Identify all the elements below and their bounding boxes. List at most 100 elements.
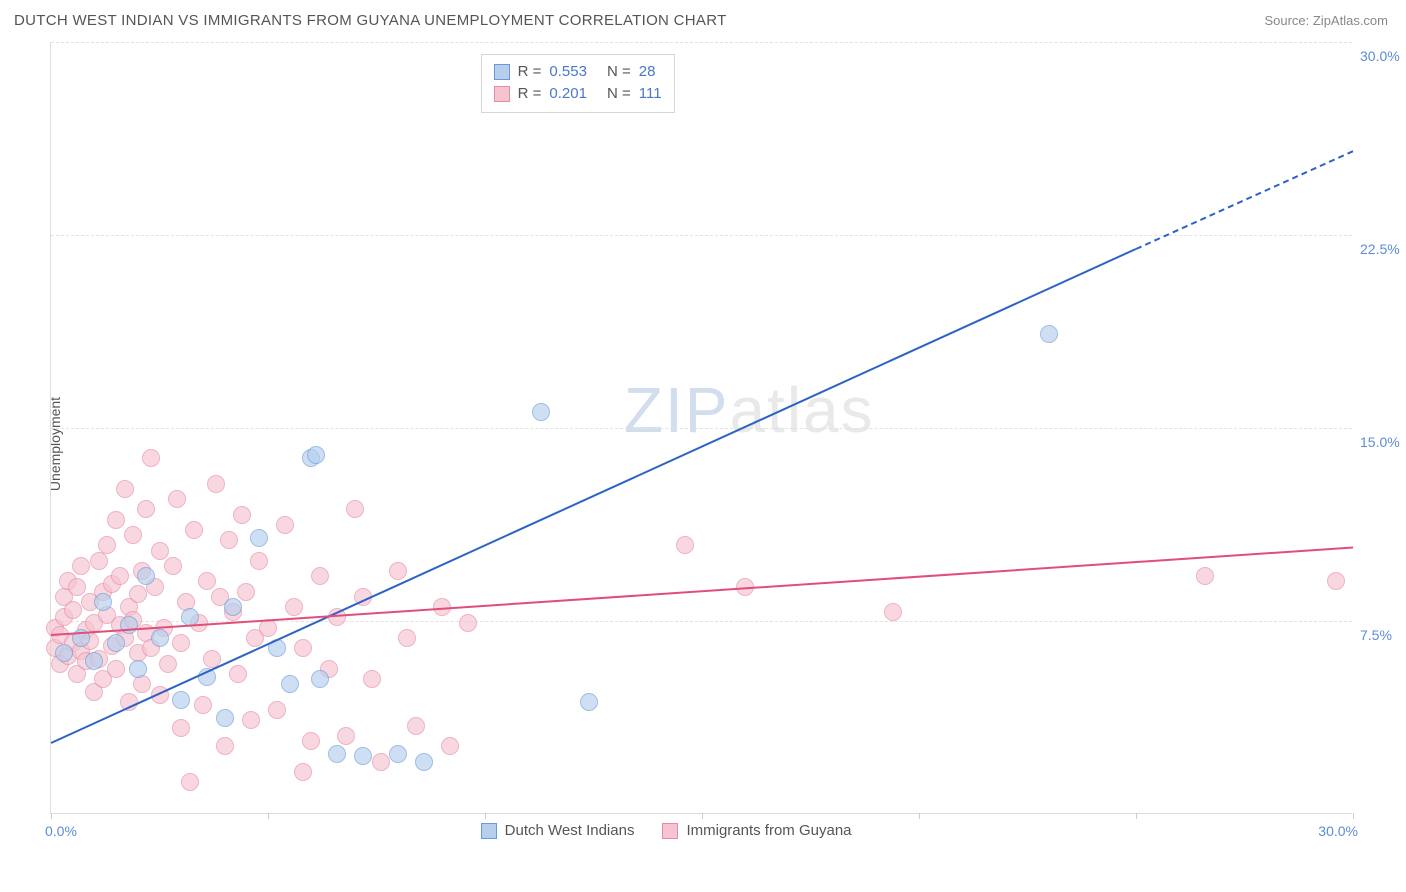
data-point-guyana [294, 639, 312, 657]
data-point-dutch [281, 675, 299, 693]
legend-r-label: R = [518, 61, 542, 84]
source-link[interactable]: ZipAtlas.com [1313, 13, 1388, 28]
data-point-guyana [237, 583, 255, 601]
legend-swatch [481, 823, 497, 839]
data-point-dutch [415, 753, 433, 771]
data-point-guyana [142, 449, 160, 467]
x-axis-max-label: 30.0% [1318, 823, 1358, 839]
legend-n-label: N = [607, 83, 631, 106]
data-point-guyana [164, 557, 182, 575]
x-axis-min-label: 0.0% [45, 823, 77, 839]
data-point-guyana [98, 536, 116, 554]
data-point-guyana [133, 675, 151, 693]
data-point-guyana [194, 696, 212, 714]
legend-n-label: N = [607, 61, 631, 84]
data-point-guyana [276, 516, 294, 534]
plot-area: ZIPatlas 7.5%15.0%22.5%30.0%0.0%30.0%R =… [50, 42, 1352, 814]
x-tick [268, 813, 269, 819]
data-point-guyana [90, 552, 108, 570]
data-point-guyana [302, 732, 320, 750]
gridline [51, 235, 1352, 236]
gridline [51, 428, 1352, 429]
data-point-dutch [94, 593, 112, 611]
legend-r-label: R = [518, 83, 542, 106]
data-point-dutch [307, 446, 325, 464]
data-point-guyana [250, 552, 268, 570]
data-point-dutch [172, 691, 190, 709]
data-point-guyana [884, 603, 902, 621]
data-point-dutch [250, 529, 268, 547]
data-point-dutch [1040, 325, 1058, 343]
legend-stats-row: R = 0.201N = 111 [494, 83, 662, 106]
data-point-guyana [172, 719, 190, 737]
x-tick [51, 813, 52, 819]
data-point-guyana [346, 500, 364, 518]
data-point-dutch [389, 745, 407, 763]
data-point-dutch [532, 403, 550, 421]
data-point-guyana [124, 526, 142, 544]
legend-n-value: 28 [639, 61, 656, 84]
data-point-guyana [198, 572, 216, 590]
data-point-guyana [172, 634, 190, 652]
data-point-dutch [107, 634, 125, 652]
legend-swatch [494, 64, 510, 80]
data-point-dutch [216, 709, 234, 727]
data-point-dutch [129, 660, 147, 678]
y-tick-label: 15.0% [1360, 434, 1406, 450]
data-point-guyana [111, 567, 129, 585]
legend-item: Immigrants from Guyana [662, 822, 851, 839]
data-point-guyana [137, 500, 155, 518]
legend-n-value: 111 [639, 83, 662, 106]
data-point-dutch [55, 644, 73, 662]
legend-bottom: Dutch West Indians Immigrants from Guyana [481, 822, 852, 839]
legend-item: Dutch West Indians [481, 822, 635, 839]
chart-title: DUTCH WEST INDIAN VS IMMIGRANTS FROM GUY… [14, 12, 727, 29]
regression-line [51, 248, 1137, 744]
data-point-guyana [294, 763, 312, 781]
data-point-guyana [181, 773, 199, 791]
watermark-part2: atlas [729, 374, 874, 446]
data-point-guyana [268, 701, 286, 719]
data-point-guyana [151, 542, 169, 560]
data-point-guyana [68, 578, 86, 596]
chart-container: Unemployment ZIPatlas 7.5%15.0%22.5%30.0… [14, 42, 1392, 846]
data-point-dutch [120, 616, 138, 634]
data-point-guyana [337, 727, 355, 745]
x-tick [1353, 813, 1354, 819]
legend-swatch [494, 86, 510, 102]
data-point-guyana [372, 753, 390, 771]
data-point-guyana [207, 475, 225, 493]
source-prefix: Source: [1264, 13, 1312, 28]
x-tick [1136, 813, 1137, 819]
data-point-guyana [676, 536, 694, 554]
data-point-guyana [389, 562, 407, 580]
x-tick [702, 813, 703, 819]
legend-swatch [662, 823, 678, 839]
data-point-guyana [459, 614, 477, 632]
data-point-guyana [64, 601, 82, 619]
legend-label: Immigrants from Guyana [686, 822, 851, 839]
data-point-guyana [407, 717, 425, 735]
data-point-guyana [116, 480, 134, 498]
data-point-guyana [72, 557, 90, 575]
data-point-guyana [1327, 572, 1345, 590]
source-attribution: Source: ZipAtlas.com [1264, 13, 1388, 28]
data-point-guyana [285, 598, 303, 616]
legend-stats-box: R = 0.553N = 28R = 0.201N = 111 [481, 54, 675, 113]
legend-stats-row: R = 0.553N = 28 [494, 61, 662, 84]
data-point-dutch [151, 629, 169, 647]
y-tick-label: 7.5% [1360, 627, 1406, 643]
data-point-guyana [107, 511, 125, 529]
gridline [51, 42, 1352, 43]
data-point-guyana [220, 531, 238, 549]
y-tick-label: 30.0% [1360, 48, 1406, 64]
x-tick [485, 813, 486, 819]
data-point-dutch [137, 567, 155, 585]
data-point-guyana [229, 665, 247, 683]
data-point-guyana [129, 585, 147, 603]
data-point-guyana [398, 629, 416, 647]
x-tick [919, 813, 920, 819]
legend-label: Dutch West Indians [505, 822, 635, 839]
data-point-guyana [185, 521, 203, 539]
y-tick-label: 22.5% [1360, 241, 1406, 257]
